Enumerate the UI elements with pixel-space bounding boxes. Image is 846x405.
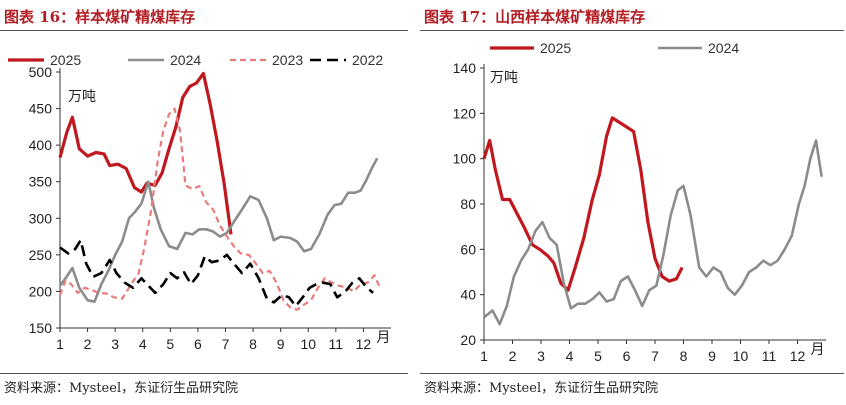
x-tick-label: 5 — [166, 336, 174, 352]
x-tick-label: 6 — [623, 348, 631, 364]
x-tick-label: 9 — [277, 336, 285, 352]
y-tick-label: 60 — [460, 241, 476, 257]
legend-label: 2023 — [272, 52, 303, 68]
x-tick-label: 4 — [566, 348, 574, 364]
chart-panel-right: 图表 17：山西样本煤矿精煤库存 20 40 60 80 100 120 140 1 2 3 4 5 6… — [420, 0, 846, 405]
x-axis-unit-label: 月 — [811, 341, 825, 357]
y-tick-label: 500 — [29, 64, 53, 80]
legend-label: 2024 — [708, 40, 739, 56]
x-tick-label: 10 — [300, 336, 316, 352]
y-tick-label: 140 — [453, 60, 477, 76]
x-tick-label: 2 — [84, 336, 92, 352]
x-tick-label: 8 — [249, 336, 257, 352]
legend-item-2025: 2025 — [490, 40, 571, 56]
source-rule — [420, 373, 844, 374]
y-tick-label: 40 — [460, 287, 476, 303]
figure-title: 图表 17：山西样本煤矿精煤库存 — [424, 8, 646, 26]
x-tick-label: 9 — [708, 348, 716, 364]
title-rule — [0, 30, 408, 31]
x-tick-label: 8 — [680, 348, 688, 364]
x-tick-label: 6 — [194, 336, 202, 352]
x-tick-label: 10 — [733, 348, 749, 364]
legend-label: 2025 — [540, 40, 571, 56]
source-note: 资料来源：Mysteel，东证衍生品研究院 — [424, 381, 659, 396]
x-tick-label: 1 — [56, 336, 64, 352]
x-tick-label: 3 — [111, 336, 119, 352]
y-tick-label: 450 — [29, 101, 53, 117]
legend-item-2022: 2022 — [310, 52, 383, 68]
x-tick-label: 11 — [329, 336, 344, 352]
y-tick-label: 120 — [453, 105, 477, 121]
y-tick-label: 250 — [29, 247, 53, 263]
x-tick-label: 12 — [790, 348, 806, 364]
legend-label: 2022 — [352, 52, 383, 68]
x-tick-label: 2 — [509, 348, 517, 364]
series-line-2022 — [59, 238, 374, 308]
legend-item-2025: 2025 — [8, 52, 81, 68]
x-tick-label: 3 — [537, 348, 545, 364]
series-line-2025 — [482, 116, 684, 292]
legend-item-2024: 2024 — [128, 52, 201, 68]
source-note: 资料来源：Mysteel，东证衍生品研究院 — [4, 381, 239, 396]
legend-item-2023: 2023 — [230, 52, 303, 68]
y-tick-label: 350 — [29, 174, 53, 190]
legend-item-2024: 2024 — [658, 40, 739, 56]
y-tick-label: 400 — [29, 137, 53, 153]
x-tick-label: 11 — [762, 348, 777, 364]
y-tick-label: 80 — [460, 196, 476, 212]
x-tick-label: 1 — [480, 348, 488, 364]
y-tick-label: 20 — [460, 332, 476, 348]
legend-label: 2025 — [50, 52, 81, 68]
x-tick-label: 12 — [356, 336, 372, 352]
legend-label: 2024 — [170, 52, 201, 68]
x-tick-label: 7 — [222, 336, 230, 352]
x-axis-unit-label: 月 — [376, 329, 390, 345]
figure-title: 图表 16：样本煤矿精煤库存 — [4, 8, 196, 26]
y-unit-label: 万吨 — [68, 88, 96, 104]
title-rule — [420, 30, 844, 31]
x-tick-label: 7 — [651, 348, 659, 364]
y-tick-label: 100 — [453, 151, 477, 167]
chart-panel-left: 图表 16：样本煤矿精煤库存 150 200 250 300 350 400 450 500 1… — [0, 0, 414, 405]
y-tick-label: 150 — [29, 320, 53, 336]
x-tick-label: 5 — [594, 348, 602, 364]
source-rule — [0, 373, 408, 374]
y-tick-label: 300 — [29, 210, 53, 226]
x-tick-label: 4 — [139, 336, 147, 352]
series-line-2024 — [483, 139, 823, 326]
series-line-2023 — [58, 107, 382, 311]
y-tick-label: 200 — [29, 283, 53, 299]
y-unit-label: 万吨 — [490, 69, 518, 85]
